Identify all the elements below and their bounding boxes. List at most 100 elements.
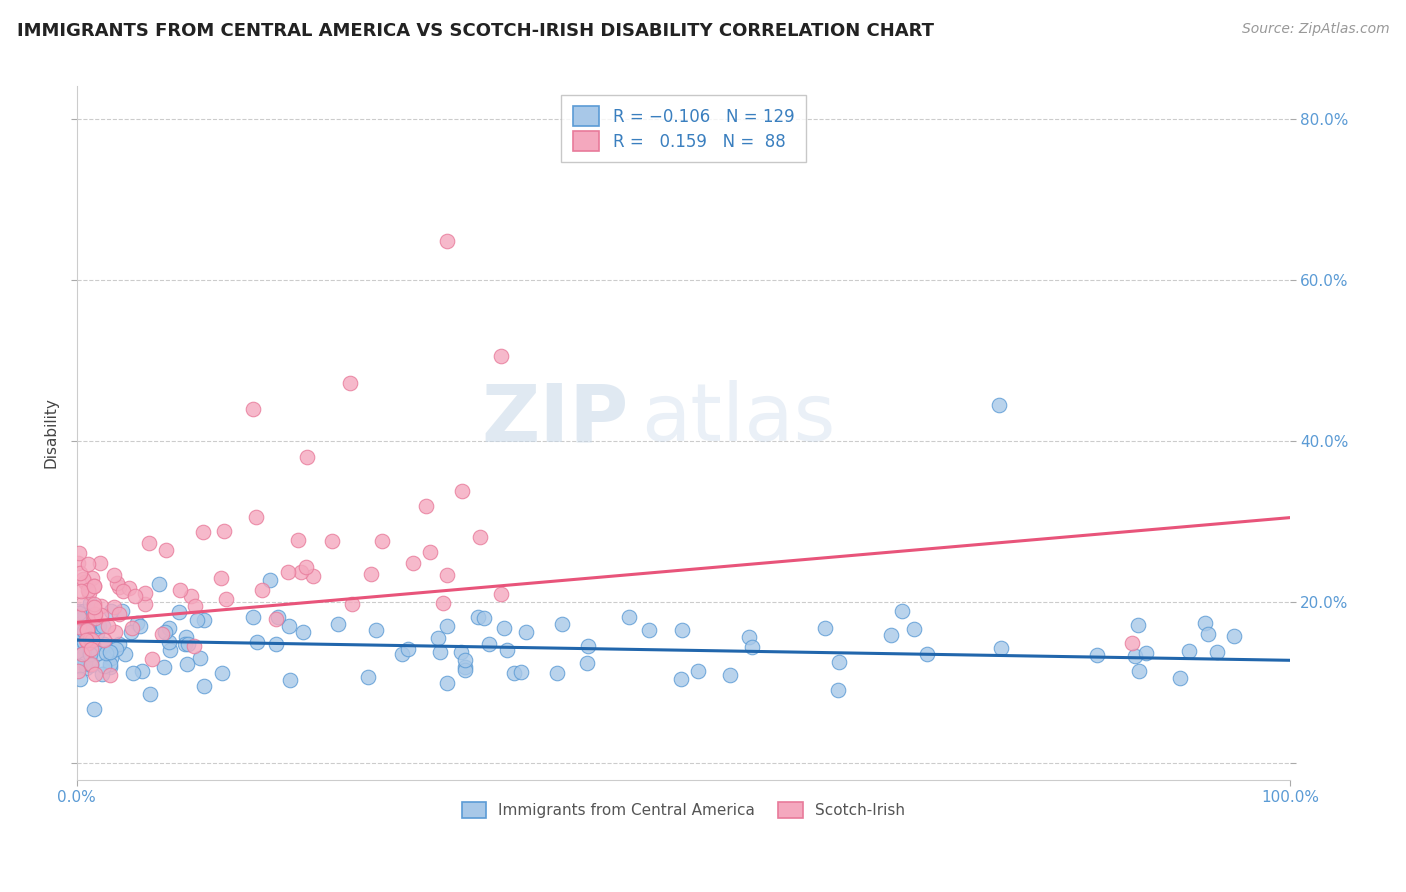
Point bbox=[180, 589, 202, 603]
Point bbox=[73, 624, 96, 638]
Text: ZIP: ZIP bbox=[481, 380, 628, 458]
Point bbox=[436, 675, 458, 690]
Point bbox=[193, 524, 215, 539]
Point bbox=[70, 622, 93, 636]
Point bbox=[278, 673, 301, 687]
Point bbox=[903, 622, 925, 636]
Point bbox=[141, 652, 163, 666]
Point bbox=[364, 623, 387, 637]
Point bbox=[990, 640, 1012, 655]
Point bbox=[90, 607, 112, 622]
Point bbox=[321, 534, 343, 549]
Point bbox=[114, 648, 136, 662]
Point bbox=[489, 587, 512, 601]
Point bbox=[131, 664, 153, 678]
Point bbox=[814, 621, 837, 635]
Point bbox=[291, 624, 314, 639]
Point bbox=[167, 606, 190, 620]
Point bbox=[67, 632, 90, 646]
Point bbox=[242, 401, 264, 416]
Point bbox=[98, 668, 121, 682]
Point bbox=[360, 566, 382, 581]
Point bbox=[277, 565, 299, 579]
Point bbox=[419, 545, 441, 559]
Point bbox=[188, 650, 211, 665]
Point bbox=[326, 616, 349, 631]
Point bbox=[478, 637, 501, 651]
Point bbox=[112, 583, 135, 598]
Point bbox=[496, 643, 519, 657]
Point bbox=[82, 638, 104, 652]
Point bbox=[1123, 649, 1146, 664]
Point bbox=[174, 637, 197, 651]
Point bbox=[105, 576, 128, 591]
Point bbox=[454, 660, 477, 674]
Point bbox=[432, 596, 454, 610]
Point bbox=[575, 656, 598, 670]
Point bbox=[148, 576, 170, 591]
Point bbox=[193, 679, 215, 693]
Point bbox=[76, 623, 98, 637]
Point bbox=[827, 682, 849, 697]
Point bbox=[741, 640, 763, 654]
Point bbox=[79, 596, 101, 610]
Point bbox=[510, 665, 533, 679]
Point bbox=[1194, 615, 1216, 630]
Point bbox=[90, 599, 112, 613]
Point bbox=[454, 653, 477, 667]
Point bbox=[454, 663, 477, 677]
Point bbox=[169, 583, 191, 598]
Point bbox=[80, 641, 103, 656]
Point bbox=[1135, 646, 1157, 660]
Point bbox=[76, 635, 98, 649]
Point bbox=[686, 664, 709, 678]
Point bbox=[342, 597, 364, 611]
Point bbox=[1223, 629, 1246, 643]
Point bbox=[451, 484, 474, 499]
Point bbox=[157, 621, 180, 635]
Point bbox=[193, 614, 215, 628]
Point bbox=[83, 579, 105, 593]
Point bbox=[470, 530, 492, 544]
Point bbox=[436, 619, 458, 633]
Point bbox=[209, 571, 232, 585]
Point bbox=[72, 572, 94, 586]
Point bbox=[67, 620, 90, 634]
Point bbox=[67, 546, 90, 560]
Point bbox=[90, 667, 112, 681]
Point bbox=[76, 632, 98, 647]
Point bbox=[1206, 645, 1229, 659]
Point bbox=[436, 568, 458, 582]
Point bbox=[73, 604, 96, 618]
Point bbox=[83, 701, 105, 715]
Point bbox=[1126, 617, 1149, 632]
Point bbox=[297, 450, 319, 465]
Point bbox=[75, 633, 97, 648]
Point bbox=[83, 607, 105, 621]
Point bbox=[290, 565, 312, 579]
Point bbox=[98, 657, 121, 671]
Point bbox=[150, 627, 173, 641]
Point bbox=[86, 625, 108, 640]
Point bbox=[617, 610, 640, 624]
Point bbox=[105, 641, 128, 656]
Point bbox=[79, 653, 101, 667]
Point bbox=[103, 600, 125, 615]
Point bbox=[80, 633, 103, 648]
Point bbox=[97, 619, 120, 633]
Point bbox=[176, 657, 198, 672]
Point bbox=[159, 643, 181, 657]
Point bbox=[246, 635, 269, 649]
Point bbox=[134, 597, 156, 611]
Point bbox=[98, 645, 121, 659]
Point bbox=[157, 634, 180, 648]
Point bbox=[87, 619, 110, 633]
Point bbox=[67, 604, 90, 618]
Point bbox=[391, 647, 413, 661]
Point bbox=[104, 624, 127, 639]
Point bbox=[295, 559, 318, 574]
Point bbox=[301, 569, 323, 583]
Point bbox=[183, 639, 205, 653]
Point bbox=[259, 574, 281, 588]
Point bbox=[67, 658, 90, 673]
